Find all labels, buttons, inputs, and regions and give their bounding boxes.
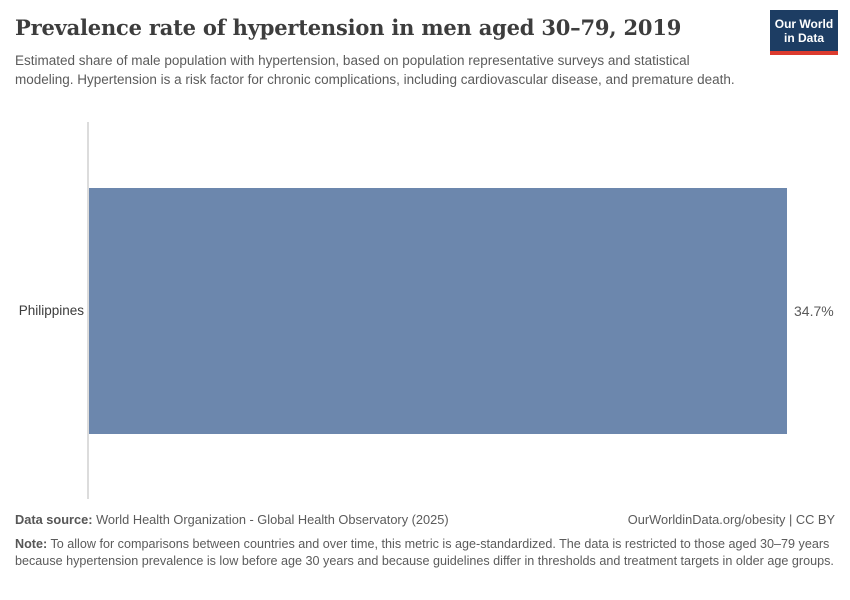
datasource-label: Data source:	[15, 512, 93, 527]
bar-value-label: 34.7%	[794, 303, 834, 319]
datasource-text: World Health Organization - Global Healt…	[92, 512, 449, 527]
entity-label-philippines: Philippines	[18, 303, 84, 318]
note-label: Note:	[15, 537, 48, 551]
bar[interactable]	[89, 188, 787, 434]
owid-logo-line2: in Data	[783, 31, 824, 45]
page-title: Prevalence rate of hypertension in men a…	[15, 15, 682, 40]
note-line: Note: To allow for comparisons between c…	[15, 536, 835, 570]
plot-area	[87, 122, 787, 499]
y-axis-line	[87, 122, 89, 499]
owid-logo[interactable]: Our World in Data	[770, 10, 838, 55]
owid-logo-line1: Our World	[774, 17, 834, 31]
note-text: To allow for comparisons between countri…	[15, 537, 834, 568]
datasource-line: Data source: World Health Organization -…	[15, 511, 449, 528]
citation-link[interactable]: OurWorldinData.org/obesity | CC BY	[627, 512, 835, 527]
chart-subtitle: Estimated share of male population with …	[15, 53, 735, 87]
chart-footer: Data source: World Health Organization -…	[15, 511, 835, 570]
